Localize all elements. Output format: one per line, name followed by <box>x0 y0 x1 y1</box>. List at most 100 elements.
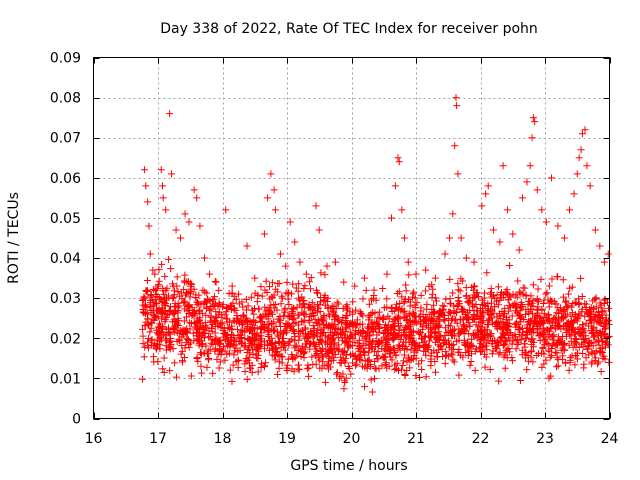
data-point <box>446 234 454 242</box>
data-point <box>187 372 195 380</box>
data-point <box>204 356 212 364</box>
data-point <box>448 332 456 340</box>
data-point <box>604 250 612 258</box>
data-point <box>298 326 306 334</box>
data-point <box>291 238 299 246</box>
data-point <box>143 287 151 295</box>
data-point <box>177 234 185 242</box>
data-point <box>553 354 561 362</box>
data-point <box>462 254 470 262</box>
data-point <box>333 298 341 306</box>
data-point <box>565 341 573 349</box>
data-point <box>158 260 166 268</box>
data-point <box>476 337 484 345</box>
data-point <box>310 338 318 346</box>
data-point <box>360 274 368 282</box>
data-point <box>540 329 548 337</box>
data-point <box>211 277 219 285</box>
data-point <box>286 324 294 332</box>
data-point <box>345 341 353 349</box>
data-point <box>393 300 401 308</box>
data-point <box>496 314 504 322</box>
data-point <box>431 330 439 338</box>
data-point <box>440 312 448 320</box>
data-point <box>421 287 429 295</box>
data-point <box>405 319 413 327</box>
data-point <box>196 306 204 314</box>
data-point <box>469 286 477 294</box>
plot-frame <box>93 57 610 419</box>
data-point <box>200 299 208 307</box>
data-point <box>529 114 537 122</box>
data-point <box>289 280 297 288</box>
data-point <box>203 324 211 332</box>
data-point <box>151 313 159 321</box>
data-point <box>542 218 550 226</box>
data-point <box>334 300 342 308</box>
data-point <box>456 287 464 295</box>
data-point <box>169 295 177 303</box>
data-point <box>282 289 290 297</box>
data-point <box>466 341 474 349</box>
data-point <box>160 369 168 377</box>
data-point <box>344 304 352 312</box>
data-point <box>577 146 585 154</box>
data-point <box>140 295 148 303</box>
data-point <box>198 342 206 350</box>
data-point <box>307 274 315 282</box>
data-point <box>600 307 608 315</box>
data-point <box>295 321 303 329</box>
data-point <box>300 299 308 307</box>
data-point <box>302 270 310 278</box>
x-tick-label: 22 <box>472 431 490 447</box>
data-point <box>320 311 328 319</box>
data-point <box>430 309 438 317</box>
data-point <box>181 344 189 352</box>
data-point <box>155 266 163 274</box>
data-point <box>480 289 488 297</box>
data-point <box>591 226 599 234</box>
data-point <box>264 306 272 314</box>
data-points <box>139 94 613 396</box>
data-point <box>186 293 194 301</box>
data-point <box>533 311 541 319</box>
data-point <box>588 328 596 336</box>
data-point <box>516 377 524 385</box>
data-point <box>370 347 378 355</box>
data-point <box>376 339 384 347</box>
data-point <box>446 275 454 283</box>
data-point <box>501 323 509 331</box>
data-point <box>352 306 360 314</box>
data-point <box>605 359 613 367</box>
data-point <box>274 370 282 378</box>
data-point <box>380 353 388 361</box>
data-point <box>394 315 402 323</box>
data-point <box>286 218 294 226</box>
data-point <box>529 281 537 289</box>
data-point <box>465 319 473 327</box>
data-point <box>354 345 362 353</box>
data-point <box>295 294 303 302</box>
data-point <box>427 358 435 366</box>
data-point <box>341 377 349 385</box>
data-point <box>346 333 354 341</box>
data-point <box>415 330 423 338</box>
data-point <box>591 313 599 321</box>
x-tick-label: 24 <box>601 431 619 447</box>
data-point <box>463 323 471 331</box>
data-point <box>468 335 476 343</box>
data-point <box>162 313 170 321</box>
data-point <box>466 361 474 369</box>
data-point <box>463 315 471 323</box>
data-point <box>582 354 590 362</box>
data-point <box>519 329 527 337</box>
data-point <box>292 284 300 292</box>
data-point <box>301 303 309 311</box>
data-point <box>211 293 219 301</box>
data-point <box>558 339 566 347</box>
data-point <box>194 336 202 344</box>
data-point <box>295 366 303 374</box>
data-point <box>207 313 215 321</box>
data-point <box>509 230 517 238</box>
